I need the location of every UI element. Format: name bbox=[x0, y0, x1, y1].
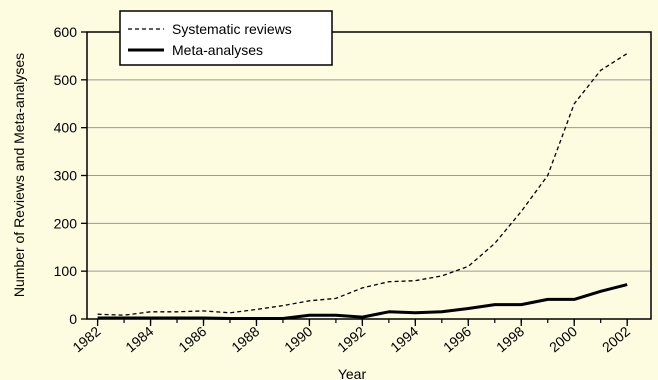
y-axis-title: Number of Reviews and Meta-analyses bbox=[11, 53, 27, 297]
legend: Systematic reviews Meta-analyses bbox=[119, 10, 333, 66]
x-tick-label-1984: 1984 bbox=[122, 323, 156, 355]
y-tick-label-200: 200 bbox=[54, 215, 78, 231]
gridlines bbox=[87, 79, 651, 272]
x-tick-label-1998: 1998 bbox=[493, 323, 527, 355]
series-line-systematic-reviews bbox=[97, 52, 628, 316]
x-tick-label-1994: 1994 bbox=[387, 323, 421, 355]
series-lines bbox=[97, 52, 628, 320]
y-axis-ticks: 0 100 200 300 400 500 600 bbox=[54, 24, 87, 327]
legend-label-meta-analyses: Meta-analyses bbox=[172, 42, 263, 58]
x-tick-label-1990: 1990 bbox=[281, 323, 315, 355]
y-tick-label-500: 500 bbox=[54, 72, 78, 88]
x-tick-label-1992: 1992 bbox=[334, 323, 368, 355]
y-tick-label-0: 0 bbox=[69, 311, 77, 327]
x-axis-title: Year bbox=[338, 366, 367, 380]
x-tick-label-1996: 1996 bbox=[440, 323, 474, 355]
legend-box bbox=[119, 10, 333, 66]
x-axis-ticks: 1982 1984 1986 1988 1990 1992 1994 1996 1998 2000… bbox=[69, 319, 633, 355]
y-tick-label-400: 400 bbox=[54, 120, 78, 136]
x-tick-label-2000: 2000 bbox=[546, 323, 580, 355]
x-tick-label-2002: 2002 bbox=[599, 323, 633, 355]
legend-label-systematic-reviews: Systematic reviews bbox=[172, 21, 292, 37]
y-tick-label-300: 300 bbox=[54, 168, 78, 184]
x-tick-label-1982: 1982 bbox=[69, 323, 103, 355]
x-tick-label-1988: 1988 bbox=[228, 323, 262, 355]
y-tick-label-600: 600 bbox=[54, 24, 78, 40]
y-tick-label-100: 100 bbox=[54, 263, 78, 279]
series-line-meta-analyses bbox=[97, 283, 628, 320]
x-tick-label-1986: 1986 bbox=[175, 323, 209, 355]
